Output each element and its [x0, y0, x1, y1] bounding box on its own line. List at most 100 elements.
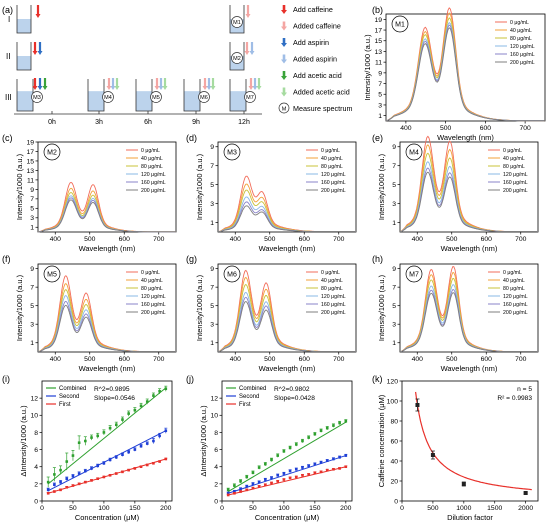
- y-tick-label: 8: [214, 430, 218, 437]
- legend-label-1: Second: [239, 394, 259, 400]
- data-point: [121, 418, 124, 421]
- data-point: [313, 462, 317, 466]
- legend-label-1: 40 μg/mL: [321, 278, 343, 284]
- aspirin-added-arrow-head: [206, 86, 212, 90]
- measure-m1-text: M1: [233, 20, 241, 26]
- legend-label-2: 80 μg/mL: [321, 164, 343, 170]
- data-point: [164, 387, 168, 391]
- data-point: [96, 464, 100, 468]
- y-tick-label: 60: [390, 438, 398, 445]
- fit-line-0: [47, 387, 167, 485]
- panel-label: (d): [186, 133, 197, 143]
- y-tick-label: 15: [374, 38, 382, 45]
- legend-label-1: 40 μg/mL: [510, 28, 532, 34]
- beaker-outline: [16, 42, 32, 71]
- beaker-row3-4: [229, 79, 247, 112]
- series-line-5: [400, 292, 538, 352]
- measure-badge: [405, 265, 423, 283]
- legend-arrow-head-3: [281, 59, 287, 64]
- data-point: [344, 454, 348, 457]
- legend-label-3: 120 μg/mL: [321, 294, 346, 300]
- caffeine-arrow-head: [32, 51, 38, 55]
- y-tick-label: 17: [374, 27, 382, 34]
- annotation-r2: R² = 0.9983: [497, 395, 532, 402]
- caffeine-arrow-head: [32, 86, 38, 90]
- x-tick-label: 150: [129, 505, 141, 512]
- x-tick-label: 100: [278, 505, 290, 512]
- legend-label-0: 0 μg/mL: [510, 20, 529, 26]
- data-point: [164, 429, 168, 433]
- y-tick-label: 1: [392, 220, 396, 227]
- beaker-liquid: [230, 91, 246, 111]
- x-tick-label: 600: [480, 125, 492, 132]
- x-tick-label: 1500: [487, 505, 502, 512]
- panel-a-label: (a): [2, 5, 13, 15]
- caffeine-added-arrow-head: [248, 86, 254, 90]
- data-point: [325, 468, 329, 472]
- x-tick-label: 500: [440, 125, 452, 132]
- legend-arrow-head-5: [281, 92, 287, 97]
- panel-label: (i): [2, 374, 10, 384]
- data-point: [325, 459, 329, 463]
- data-point: [145, 400, 149, 403]
- acetic-added-arrow-head: [162, 86, 168, 90]
- y-tick-label: 100: [387, 398, 399, 405]
- data-point: [415, 403, 420, 407]
- data-point: [133, 408, 137, 412]
- legend-label-1: 40 μg/mL: [503, 156, 525, 162]
- legend-label-4: 160 μg/mL: [503, 180, 528, 186]
- data-point: [332, 467, 335, 471]
- plot-frame: [217, 141, 357, 233]
- y-tick-label: 9: [30, 266, 34, 273]
- data-point: [108, 458, 112, 462]
- measure-m3-text: M3: [33, 95, 41, 101]
- panel-k: (k) 0 500 1000 1500 2000 0 20 40 60 80 100 120 Diluti…: [372, 374, 539, 522]
- acetic-arrow-head: [42, 86, 48, 90]
- legend-label-0: 0 μg/mL: [141, 270, 160, 276]
- y-tick-label: 2: [214, 481, 218, 488]
- x-tick-label: 50: [69, 505, 77, 512]
- data-point: [84, 469, 87, 473]
- series-line-5: [385, 27, 545, 122]
- panel-label: (e): [372, 133, 383, 143]
- fit-line-1: [47, 430, 167, 492]
- legend-label-1: 40 μg/mL: [503, 278, 525, 284]
- beaker-row3-0: [16, 79, 34, 112]
- x-tick-label: 500: [264, 236, 276, 243]
- data-point: [65, 477, 69, 481]
- data-point: [338, 455, 341, 459]
- legend-label-5: 200 μg/mL: [510, 60, 535, 66]
- legend-arrow-head-1: [281, 26, 287, 31]
- data-point: [319, 470, 323, 474]
- x-tick-label: 400: [412, 356, 424, 363]
- x-tick-label: 700: [333, 236, 345, 243]
- data-point: [276, 479, 280, 483]
- y-tick-label: 1: [378, 113, 382, 120]
- y-axis-label: Intensity/1000 (a.u.): [15, 274, 24, 341]
- measure-badge-text: M3: [227, 150, 237, 157]
- data-point: [226, 493, 230, 497]
- data-point: [164, 457, 168, 461]
- legend-label-0: 0 μg/mL: [141, 148, 160, 154]
- data-point: [114, 455, 118, 459]
- legend-label-4: 160 μg/mL: [141, 302, 166, 308]
- time-0h: 0h: [48, 119, 56, 126]
- legend-label-0: 0 μg/mL: [503, 148, 522, 154]
- legend-label-2: 80 μg/mL: [321, 286, 343, 292]
- panel-label: (j): [186, 374, 194, 384]
- y-tick-label: 5: [30, 303, 34, 310]
- data-point: [294, 475, 298, 479]
- measure-badge-text: M5: [47, 272, 57, 279]
- x-tick-label: 700: [333, 356, 345, 363]
- caffeine-arrow-head: [35, 14, 41, 18]
- beaker-row3-2: [135, 79, 153, 112]
- plot-frame: [399, 263, 539, 353]
- acetic-added-arrow-head: [114, 86, 120, 90]
- data-point: [158, 460, 161, 463]
- plot-frame: [41, 380, 173, 502]
- data-point: [90, 467, 93, 470]
- annotation-r2: R^2=0.9802: [274, 386, 310, 393]
- legend-label-4: 160 μg/mL: [510, 52, 535, 58]
- y-tick-label: 1: [30, 225, 34, 232]
- caffeine-added-arrow-head: [202, 86, 208, 90]
